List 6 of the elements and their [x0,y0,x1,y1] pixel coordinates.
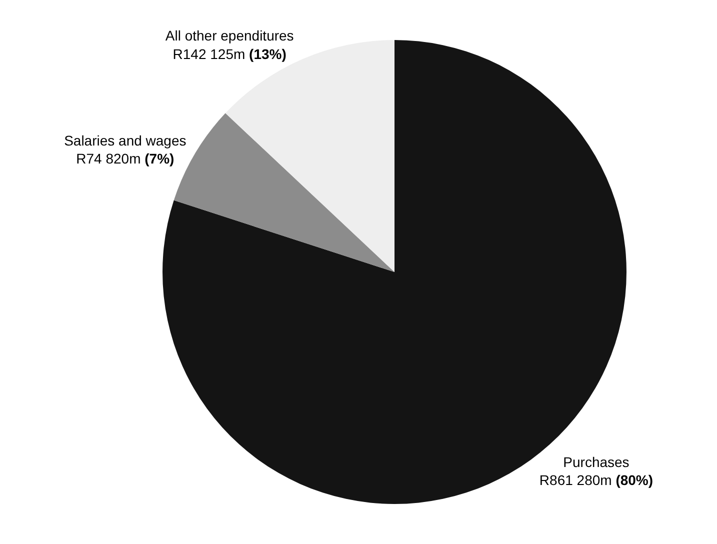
slice-label: All other ependitures [165,28,294,44]
slice-label: Purchases [563,454,630,470]
data-label: R74 820m (7%) [76,150,174,167]
data-label: R142 125m (13%) [172,46,286,62]
slice-label: Salaries and wages [64,132,186,148]
data-label: R861 280m (80%) [539,472,654,488]
